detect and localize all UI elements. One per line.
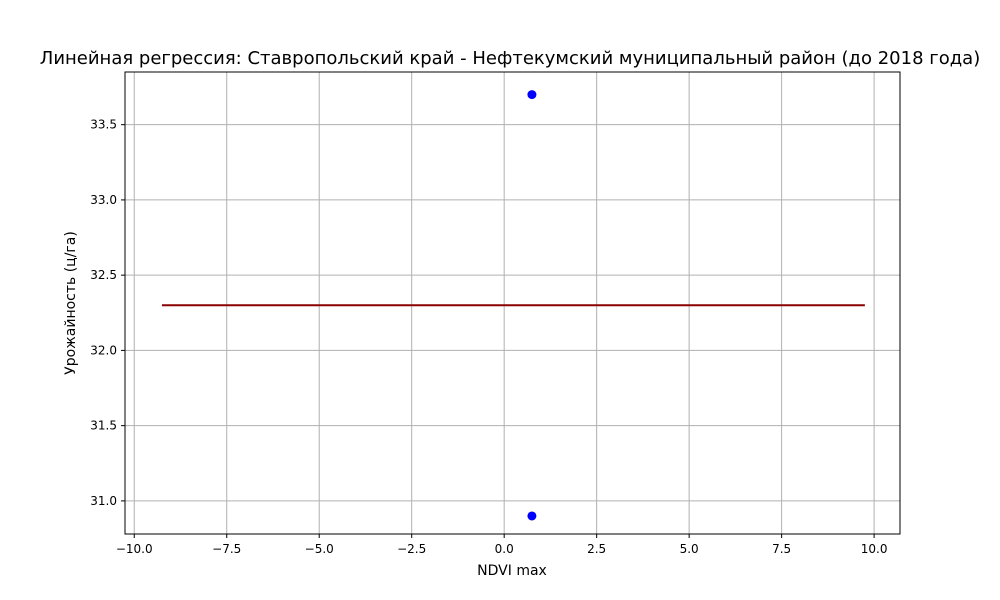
- x-tick-label: 5.0: [680, 542, 699, 556]
- x-tick-label: 7.5: [772, 542, 791, 556]
- x-tick-label: −7.5: [212, 542, 241, 556]
- y-tick-label: 33.5: [90, 118, 117, 132]
- chart-title: Линейная регрессия: Ставропольский край …: [40, 48, 980, 69]
- x-tick-label: −10.0: [116, 542, 153, 556]
- y-tick-label: 33.0: [90, 193, 117, 207]
- points-layer: [527, 90, 537, 521]
- x-tick-label: −2.5: [397, 542, 426, 556]
- y-axis-label: Урожайность (ц/га): [63, 231, 79, 375]
- plot-frame: [124, 71, 901, 535]
- x-tick-label: 0.0: [495, 542, 514, 556]
- data-point: [527, 90, 537, 100]
- x-tick-label: −5.0: [305, 542, 334, 556]
- y-tick-label: 31.5: [90, 419, 117, 433]
- data-point: [527, 511, 537, 521]
- x-ticks: −10.0 −7.5 −5.0 −2.5 0.0 2.5 5.0 7.5 10.0: [116, 534, 888, 556]
- y-tick-label: 32.5: [90, 268, 117, 282]
- x-tick-label: 10.0: [861, 542, 888, 556]
- x-axis-label: NDVI max: [477, 563, 547, 579]
- y-ticks: 31.0 31.5 32.0 32.5 33.0 33.5: [90, 118, 125, 508]
- x-tick-label: 2.5: [587, 542, 606, 556]
- y-tick-label: 32.0: [90, 343, 117, 357]
- y-tick-label: 31.0: [90, 494, 117, 508]
- grid: [125, 72, 900, 534]
